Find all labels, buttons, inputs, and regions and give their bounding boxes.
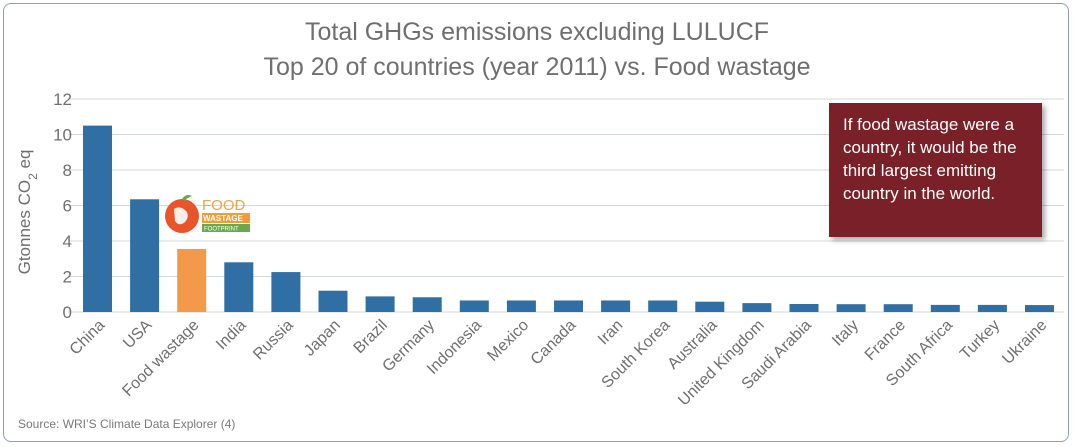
x-tick-label: Brazil: [351, 317, 391, 357]
bar-south-korea: [648, 300, 678, 312]
callout-text: If food wastage were a country, it would…: [843, 115, 1017, 203]
y-tick-label: 12: [53, 90, 72, 109]
y-tick-label: 0: [63, 303, 72, 322]
x-tick-label: India: [213, 317, 250, 354]
bar-mexico: [506, 300, 536, 312]
y-axis-label: Gtonnes CO2 eq: [15, 150, 40, 275]
y-axis-label-subscript: 2: [26, 173, 40, 180]
x-tick-label: Ukraine: [999, 317, 1050, 368]
y-tick-label: 6: [63, 197, 72, 216]
y-axis-ticks: 0 2 4 6 8 10 12: [53, 90, 72, 322]
bar-south-africa: [930, 304, 960, 312]
x-tick-label: Iran: [595, 317, 627, 349]
bar-ukraine: [1025, 305, 1054, 312]
chart-title-line-2: Top 20 of countries (year 2011) vs. Food…: [263, 53, 810, 81]
bar-japan: [318, 290, 348, 312]
y-tick-label: 4: [63, 232, 72, 251]
callout-box: If food wastage were a country, it would…: [829, 103, 1042, 237]
bar-united-kingdom: [742, 303, 772, 312]
x-tick-label: Russia: [250, 317, 297, 364]
y-tick-label: 10: [53, 126, 72, 145]
food-wastage-footprint-logo: FOOD WASTAGE FOOTPRINT: [162, 193, 252, 235]
bar-turkey: [977, 304, 1007, 312]
bar-australia: [695, 301, 725, 312]
bar-food-wastage: [177, 248, 207, 312]
bar-indonesia: [459, 300, 489, 312]
logo-text-footprint: FOOTPRINT: [204, 227, 239, 233]
logo-text-food: FOOD: [202, 197, 245, 214]
y-axis-label-main: Gtonnes CO: [15, 180, 34, 275]
x-tick-label: United Kingdom: [675, 317, 768, 410]
logo-text-wastage: WASTAGE: [203, 214, 244, 223]
bar-india: [224, 262, 254, 312]
bar-russia: [271, 272, 301, 312]
x-tick-label: Mexico: [484, 317, 532, 365]
bar-italy: [836, 304, 866, 312]
y-axis-label-suffix: eq: [15, 150, 34, 174]
y-tick-label: 8: [63, 161, 72, 180]
bar-germany: [412, 297, 442, 312]
bar-china: [83, 125, 112, 312]
bar-france: [883, 304, 913, 312]
bars: [83, 125, 1054, 312]
bar-saudi-arabia: [789, 304, 819, 312]
bar-iran: [601, 300, 631, 312]
x-tick-label: France: [862, 317, 909, 364]
chart-title-line-1: Total GHGs emissions excluding LULUCF: [305, 18, 769, 46]
x-tick-label: Italy: [829, 317, 862, 350]
x-tick-label: China: [67, 317, 109, 359]
x-tick-label: USA: [120, 317, 156, 353]
y-tick-label: 2: [63, 268, 72, 287]
x-tick-label: Japan: [301, 317, 344, 360]
x-tick-label: Canada: [528, 317, 580, 369]
source-note: Source: WRI’S Climate Data Explorer (4): [18, 417, 235, 431]
x-tick-label: Turkey: [957, 317, 1003, 363]
bar-usa: [130, 199, 160, 312]
bar-canada: [554, 300, 583, 312]
bar-brazil: [365, 296, 395, 312]
